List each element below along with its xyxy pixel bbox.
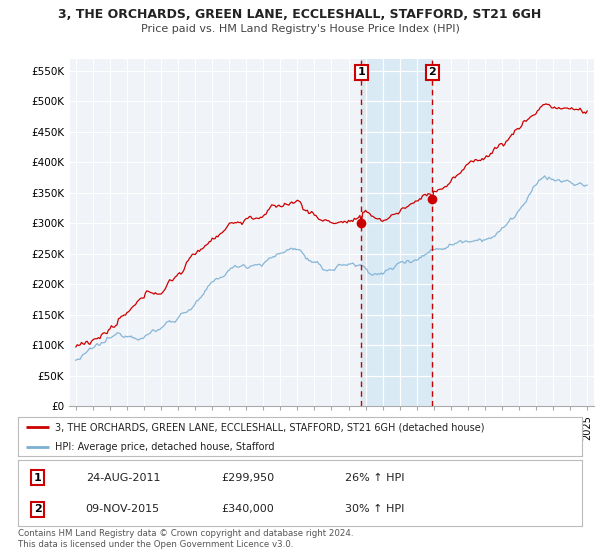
Text: 3, THE ORCHARDS, GREEN LANE, ECCLESHALL, STAFFORD, ST21 6GH (detached house): 3, THE ORCHARDS, GREEN LANE, ECCLESHALL,… (55, 422, 484, 432)
Text: 24-AUG-2011: 24-AUG-2011 (86, 473, 160, 483)
Text: £340,000: £340,000 (221, 504, 274, 514)
Text: Contains HM Land Registry data © Crown copyright and database right 2024.
This d: Contains HM Land Registry data © Crown c… (18, 529, 353, 549)
Bar (361, 59, 433, 406)
Text: £299,950: £299,950 (221, 473, 274, 483)
Text: 30% ↑ HPI: 30% ↑ HPI (345, 504, 404, 514)
Text: 09-NOV-2015: 09-NOV-2015 (86, 504, 160, 514)
Text: HPI: Average price, detached house, Stafford: HPI: Average price, detached house, Staf… (55, 442, 274, 451)
Text: Price paid vs. HM Land Registry's House Price Index (HPI): Price paid vs. HM Land Registry's House … (140, 24, 460, 34)
Text: 1: 1 (34, 473, 41, 483)
Text: 3, THE ORCHARDS, GREEN LANE, ECCLESHALL, STAFFORD, ST21 6GH: 3, THE ORCHARDS, GREEN LANE, ECCLESHALL,… (58, 8, 542, 21)
Text: 2: 2 (428, 68, 436, 77)
Text: 1: 1 (358, 68, 365, 77)
Text: 26% ↑ HPI: 26% ↑ HPI (345, 473, 404, 483)
Text: 2: 2 (34, 504, 41, 514)
